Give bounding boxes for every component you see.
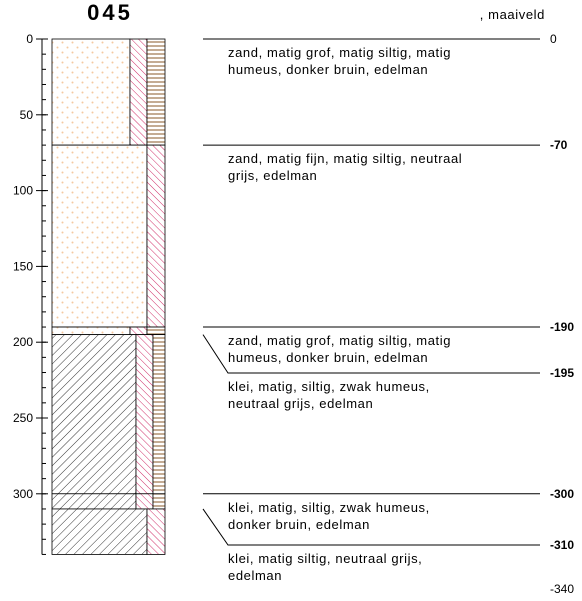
layer-brown — [152, 334, 166, 495]
layer-red — [146, 508, 166, 555]
layer-description: neutraal grijs, edelman — [228, 396, 373, 411]
layer-brown — [146, 38, 166, 146]
surface-label: , maaiveld — [480, 7, 545, 22]
layer-sand — [51, 144, 148, 328]
layer-sand — [51, 38, 131, 146]
tick-label: 250 — [13, 411, 33, 425]
layer-red — [129, 38, 148, 146]
layer-sand — [51, 326, 131, 336]
tick-label: 100 — [13, 184, 33, 198]
layer-description: donker bruin, edelman — [228, 517, 370, 532]
layer-clay — [51, 508, 148, 555]
tick-label: 50 — [20, 108, 34, 122]
layer-brown — [152, 493, 166, 510]
depth-label: -340 — [550, 582, 574, 596]
layer-description: grijs, edelman — [228, 168, 317, 183]
depth-label: 0 — [550, 32, 557, 46]
depth-label: -70 — [550, 138, 568, 152]
layer-description: klei, matig, siltig, zwak humeus, — [228, 500, 430, 515]
tick-label: 150 — [13, 259, 33, 273]
depth-label: -190 — [550, 320, 574, 334]
layer-red — [129, 326, 148, 336]
boundary-line — [202, 508, 540, 546]
title: 045 — [87, 0, 133, 25]
layer-clay — [51, 493, 137, 510]
layer-description: edelman — [228, 568, 282, 583]
boundary-line — [202, 334, 540, 374]
layer-description: zand, matig fijn, matig siltig, neutraal — [228, 151, 462, 166]
layer-description: zand, matig grof, matig siltig, matig — [228, 45, 451, 60]
layer-red — [135, 493, 154, 510]
tick-label: 200 — [13, 335, 33, 349]
depth-label: -310 — [550, 538, 574, 552]
layer-description: zand, matig grof, matig siltig, matig — [228, 333, 451, 348]
layer-red — [135, 334, 154, 495]
tick-label: 300 — [13, 487, 33, 501]
layer-clay — [51, 334, 137, 495]
layer-description: humeus, donker bruin, edelman — [228, 62, 428, 77]
layer-red — [146, 144, 166, 328]
depth-label: -195 — [550, 366, 574, 380]
layer-description: klei, matig, siltig, zwak humeus, — [228, 379, 430, 394]
layer-description: humeus, donker bruin, edelman — [228, 350, 428, 365]
layer-brown — [146, 326, 166, 336]
depth-label: -300 — [550, 487, 574, 501]
layer-description: klei, matig siltig, neutraal grijs, — [228, 551, 422, 566]
tick-label: 0 — [26, 32, 33, 46]
